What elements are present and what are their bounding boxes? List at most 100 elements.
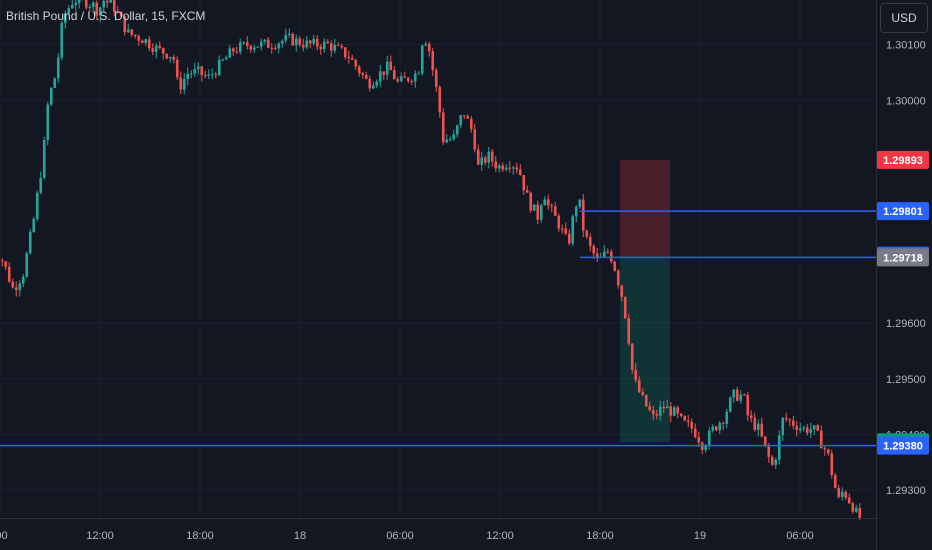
candle-body — [690, 421, 694, 429]
candle-body — [28, 231, 32, 254]
candle-body — [718, 422, 722, 431]
candle — [553, 201, 557, 216]
candle — [455, 124, 459, 138]
candle — [46, 101, 50, 146]
candle — [539, 203, 543, 223]
price-tag-text: 1.29893 — [883, 155, 923, 167]
candle-body — [389, 61, 393, 71]
candle-body — [693, 428, 697, 438]
candle-body — [802, 427, 806, 429]
candle-body — [406, 77, 410, 82]
price-scale[interactable]: 1.301001.300001.296001.295001.294001.293… — [886, 40, 926, 498]
candle — [175, 56, 179, 81]
candle-body — [459, 115, 463, 126]
candle — [679, 413, 683, 418]
candle — [270, 43, 274, 54]
candle — [732, 389, 736, 404]
price-tag-bg — [877, 150, 929, 169]
candle — [98, 6, 102, 23]
candle — [585, 229, 589, 240]
candle-body — [851, 503, 855, 512]
candle-body — [746, 394, 750, 416]
candle-body — [550, 205, 554, 207]
candle — [161, 47, 165, 60]
candle — [137, 34, 141, 46]
candle-body — [581, 199, 585, 231]
candle — [333, 38, 337, 54]
candle-body — [221, 59, 225, 61]
candle-body — [77, 0, 81, 3]
candle — [77, 0, 81, 9]
candle — [406, 76, 410, 84]
time-scale[interactable]: :00 12:00 18:00 18 06:00 12:00 18:00 19 06:00 — [0, 530, 814, 542]
candle-body — [60, 23, 64, 58]
candle — [543, 196, 547, 206]
candle-body — [329, 43, 333, 51]
candle-body — [25, 253, 29, 277]
candle-body — [203, 75, 207, 77]
candle-body — [819, 430, 823, 449]
price-tag-bg — [877, 436, 929, 455]
x-tick-label: 19 — [694, 530, 706, 542]
candle-body — [291, 33, 295, 46]
candle — [308, 39, 312, 49]
candle-body — [676, 407, 680, 414]
candle-body — [760, 423, 764, 437]
candle — [501, 162, 505, 173]
candle-body — [809, 429, 813, 433]
candle — [574, 204, 578, 223]
candle-body — [151, 48, 155, 53]
candle — [578, 199, 582, 210]
candle — [424, 41, 428, 47]
candle-body — [571, 216, 575, 244]
candle — [210, 68, 214, 80]
candle-body — [725, 411, 729, 424]
candle-body — [791, 420, 795, 426]
candle-body — [483, 157, 487, 163]
candle — [375, 79, 379, 89]
candle — [739, 390, 743, 404]
candle-body — [753, 417, 757, 430]
candle-body — [466, 116, 470, 119]
candle — [0, 258, 4, 267]
candle-body — [266, 39, 270, 48]
position-tool[interactable] — [620, 159, 670, 443]
candle — [641, 388, 645, 397]
candle — [592, 243, 596, 259]
candle-body — [564, 228, 568, 234]
horizontal-lines[interactable] — [0, 210, 876, 447]
currency-button[interactable]: USD — [880, 3, 928, 33]
candle — [298, 36, 302, 48]
candle-body — [648, 406, 652, 411]
candle-body — [56, 57, 60, 79]
candle — [858, 503, 862, 521]
candle — [788, 418, 792, 427]
candle-body — [767, 445, 771, 457]
candle-body — [49, 87, 53, 105]
candle-body — [196, 66, 200, 69]
candle — [718, 421, 722, 435]
candle-body — [168, 56, 172, 59]
candle — [154, 43, 158, 59]
candle-body — [455, 125, 459, 135]
x-tick-label: 06:00 — [386, 530, 414, 542]
candle-body — [193, 68, 197, 74]
candle-body — [14, 287, 18, 291]
candle — [525, 185, 529, 193]
candle-body — [665, 406, 669, 409]
candle — [462, 115, 466, 120]
symbol-legend[interactable]: British Pound / U.S. Dollar, 15, FXCM — [6, 9, 206, 23]
candle — [399, 72, 403, 83]
candle-body — [476, 149, 480, 165]
candle — [665, 399, 669, 409]
candle-body — [354, 59, 358, 67]
candle — [326, 39, 330, 44]
candle — [350, 54, 354, 61]
line-price-tag: 1.29801 — [877, 202, 929, 221]
candle — [165, 53, 169, 60]
candle-body — [270, 47, 274, 49]
price-labels: 1.298931.297211.293861.298011.297181.293… — [877, 150, 929, 455]
candle — [819, 425, 823, 449]
candle — [67, 5, 71, 16]
